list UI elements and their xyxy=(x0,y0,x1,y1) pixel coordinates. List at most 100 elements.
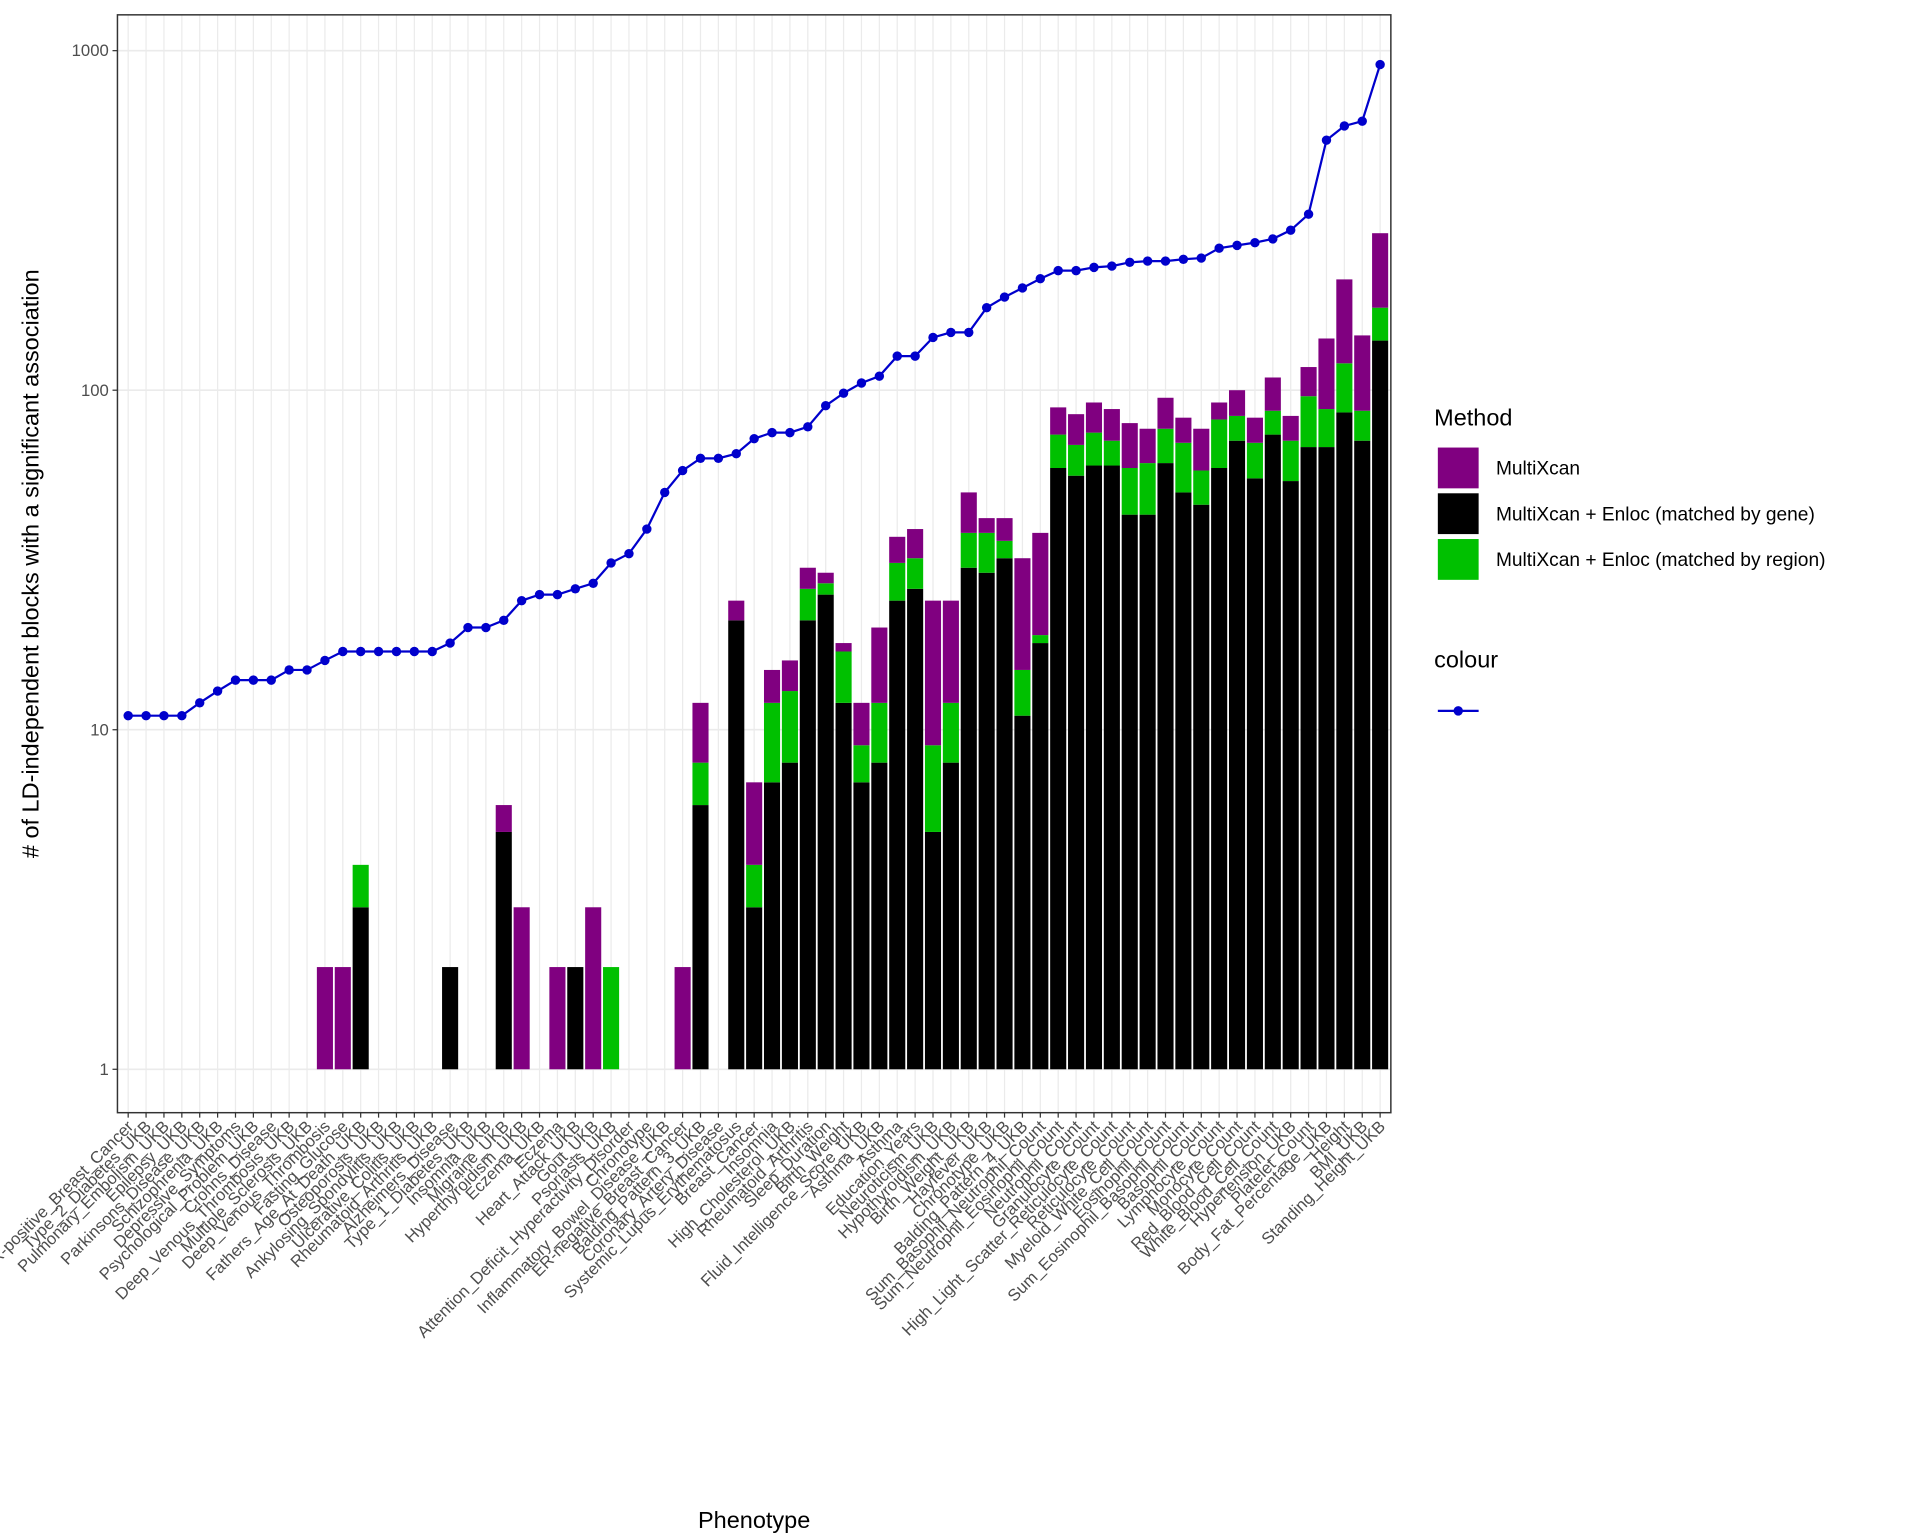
bar-segment xyxy=(960,492,977,533)
line-point xyxy=(981,302,992,313)
bar-segment xyxy=(1282,481,1299,1070)
bar-segment xyxy=(1300,396,1317,448)
bar-segment xyxy=(352,907,369,1070)
bar-segment xyxy=(1372,340,1389,1070)
bar-segment xyxy=(907,529,924,559)
line-point xyxy=(749,433,759,444)
line-point xyxy=(1107,261,1117,271)
line-point xyxy=(320,655,330,666)
bar-segment xyxy=(853,702,870,746)
bars xyxy=(316,233,1389,1070)
line-point xyxy=(1268,234,1278,244)
line-point xyxy=(1339,121,1350,131)
line-point xyxy=(391,646,402,657)
line-point xyxy=(946,327,956,338)
bar-segment xyxy=(352,864,369,908)
bar-segment xyxy=(692,762,709,806)
bar-segment xyxy=(1282,415,1299,441)
line-point xyxy=(373,646,384,657)
bar-segment xyxy=(1121,468,1138,515)
line-point xyxy=(928,332,938,343)
line-point xyxy=(999,292,1010,302)
bar-segment xyxy=(1336,412,1353,1070)
line-point xyxy=(230,675,241,685)
bar-segment xyxy=(567,967,584,1070)
line-point xyxy=(177,710,187,721)
line-point xyxy=(338,646,348,657)
line-point xyxy=(1250,237,1260,248)
bar-segment xyxy=(996,540,1013,559)
bar-segment xyxy=(889,562,906,601)
line-point xyxy=(1053,265,1063,276)
bar-segment xyxy=(1193,428,1210,471)
line-point xyxy=(1321,135,1332,145)
bar-segment xyxy=(728,600,745,621)
line-point xyxy=(195,698,205,708)
bar-segment xyxy=(871,702,888,763)
y-tick-label: 100 xyxy=(81,381,109,400)
line-point xyxy=(964,327,974,338)
bar-segment xyxy=(1157,397,1174,429)
bar-segment xyxy=(1211,402,1228,420)
legend-label: MultiXcan xyxy=(1496,459,1580,480)
bar-segment xyxy=(1050,468,1067,1070)
bar-segment xyxy=(871,627,888,703)
bar-segment xyxy=(942,762,959,1070)
bar-segment xyxy=(1139,463,1156,515)
bar-segment xyxy=(1246,417,1263,443)
line-point xyxy=(803,422,813,432)
bar-segment xyxy=(1318,409,1335,448)
bar-segment xyxy=(1050,407,1067,435)
legend-key xyxy=(1437,539,1479,580)
legend-label: MultiXcan + Enloc (matched by gene) xyxy=(1496,504,1815,525)
bar-segment xyxy=(817,594,834,1070)
bar-segment xyxy=(1372,307,1389,341)
bar-segment xyxy=(835,702,852,1070)
line-point xyxy=(1357,116,1367,126)
legend-key-point xyxy=(1453,706,1463,716)
bar-segment xyxy=(871,762,888,1070)
line-point xyxy=(1125,257,1135,268)
bar-segment xyxy=(1300,367,1317,397)
bar-segment xyxy=(817,572,834,584)
bar-segment xyxy=(835,643,852,652)
bar-segment xyxy=(1175,442,1192,493)
bar-segment xyxy=(1032,635,1049,644)
bar-segment xyxy=(960,532,977,568)
line-point xyxy=(820,401,831,411)
line-point xyxy=(642,524,652,534)
bar-segment xyxy=(334,967,351,1070)
bar-segment xyxy=(763,702,781,783)
line-point xyxy=(785,427,795,438)
bar-segment xyxy=(978,532,995,573)
bar-segment xyxy=(942,702,959,763)
x-axis-title: Phenotype xyxy=(698,1507,810,1533)
bar-segment xyxy=(1300,447,1317,1070)
bar-segment xyxy=(513,907,530,1070)
bar-segment xyxy=(1228,440,1246,1070)
bar-segment xyxy=(1085,402,1103,433)
line-point xyxy=(1303,209,1314,219)
bar-segment xyxy=(316,967,333,1070)
bar-segment xyxy=(1336,279,1353,364)
bar-segment xyxy=(889,536,906,563)
line-point xyxy=(516,595,527,606)
line-point xyxy=(1017,283,1028,293)
line-point xyxy=(570,584,581,594)
bar-segment xyxy=(1228,390,1246,416)
line-point xyxy=(1375,59,1385,70)
bar-segment xyxy=(781,660,798,692)
bar-segment xyxy=(907,588,924,1070)
bar-segment xyxy=(692,805,709,1070)
line-point xyxy=(123,710,133,721)
bar-segment xyxy=(835,651,852,703)
line-point xyxy=(248,675,259,685)
bar-segment xyxy=(799,567,816,589)
line-point xyxy=(1178,254,1189,264)
bar-segment xyxy=(1264,410,1281,435)
line-point xyxy=(1196,253,1206,263)
bar-segment xyxy=(853,782,870,1070)
bar-segment xyxy=(1193,504,1210,1070)
line-point xyxy=(856,378,867,388)
bar-segment xyxy=(1139,428,1156,464)
